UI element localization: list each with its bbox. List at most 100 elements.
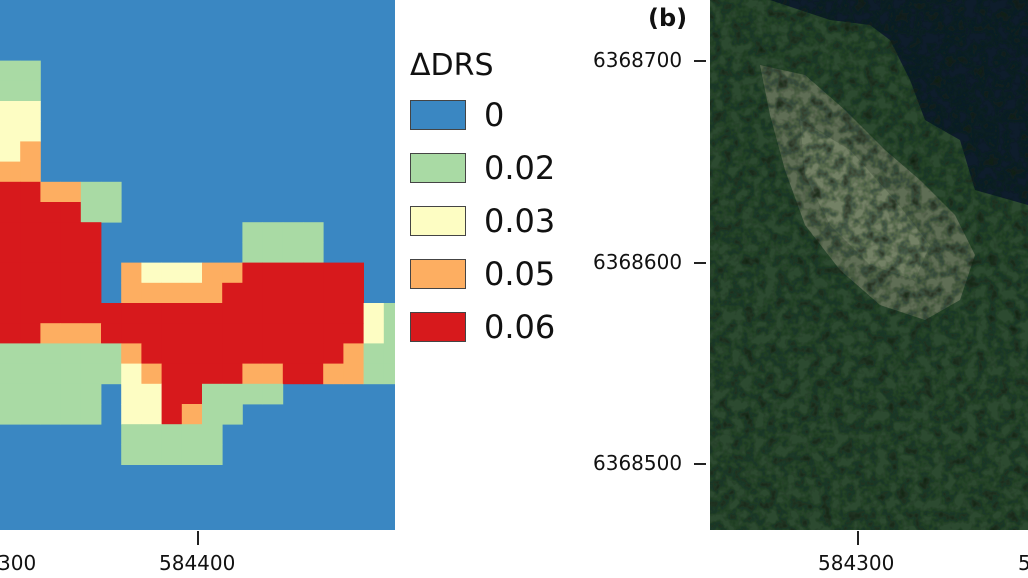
heatmap-cell bbox=[222, 383, 243, 405]
heatmap-cell bbox=[343, 323, 364, 344]
heatmap-cell bbox=[20, 80, 41, 102]
heatmap-cell bbox=[141, 424, 162, 445]
heatmap-cell bbox=[80, 404, 102, 425]
legend-label: 0.05 bbox=[484, 255, 556, 293]
heatmap-cell bbox=[40, 282, 61, 304]
heatmap-cell bbox=[40, 404, 61, 425]
heatmap-cell bbox=[0, 303, 21, 324]
legend-title: ΔDRS bbox=[410, 48, 494, 83]
heatmap-cell bbox=[141, 323, 162, 344]
heatmap-cell bbox=[303, 303, 324, 324]
heatmap-cell bbox=[181, 262, 203, 284]
heatmap-cell bbox=[60, 404, 82, 425]
heatmap-cell bbox=[181, 363, 203, 385]
heatmap-cell bbox=[60, 202, 82, 223]
heatmap-cell bbox=[141, 303, 162, 324]
heatmap-cell bbox=[181, 282, 203, 304]
heatmap-cell bbox=[40, 323, 61, 344]
heatmap-cell bbox=[202, 363, 223, 385]
heatmap-cell bbox=[101, 343, 122, 364]
heatmap-cell bbox=[222, 282, 243, 304]
heatmap-cell bbox=[323, 343, 344, 364]
heatmap-cell bbox=[343, 343, 364, 364]
heatmap-cell bbox=[141, 363, 162, 385]
heatmap-cell bbox=[303, 363, 324, 385]
heatmap-cell bbox=[0, 282, 21, 304]
heatmap-cell bbox=[20, 262, 41, 284]
heatmap-cell bbox=[141, 444, 162, 465]
heatmap-cell bbox=[383, 323, 395, 344]
heatmap-cell bbox=[121, 262, 142, 284]
heatmap-cell bbox=[323, 323, 344, 344]
heatmap-cell bbox=[202, 282, 223, 304]
heatmap-cell bbox=[0, 202, 21, 223]
heatmap-cell bbox=[80, 363, 102, 385]
heatmap-cell bbox=[40, 343, 61, 364]
heatmap-cell bbox=[20, 141, 41, 162]
heatmap-cell bbox=[0, 141, 21, 162]
heatmap-cell bbox=[262, 303, 284, 324]
heatmap-cell bbox=[20, 202, 41, 223]
heatmap-cell bbox=[202, 383, 223, 405]
heatmap-cell bbox=[121, 383, 142, 405]
heatmap-cell bbox=[222, 363, 243, 385]
heatmap-cell bbox=[262, 262, 284, 284]
heatmap-cell bbox=[0, 404, 21, 425]
heatmap-cell bbox=[161, 303, 183, 324]
heatmap-cell bbox=[181, 404, 203, 425]
heatmap-cell bbox=[323, 303, 344, 324]
heatmap-cell bbox=[363, 323, 385, 344]
heatmap-cell bbox=[181, 343, 203, 364]
heatmap-cell bbox=[20, 181, 41, 203]
heatmap-cell bbox=[262, 323, 284, 344]
heatmap-cell bbox=[60, 262, 82, 284]
x-tick-label: 300 bbox=[0, 551, 37, 575]
heatmap-cell bbox=[242, 282, 263, 304]
heatmap-cell bbox=[141, 383, 162, 405]
panel-b-label: (b) bbox=[648, 4, 688, 32]
heatmap-cell bbox=[121, 323, 142, 344]
heatmap-cell bbox=[282, 303, 304, 324]
heatmap-cell bbox=[242, 262, 263, 284]
heatmap-cell bbox=[343, 282, 364, 304]
heatmap-cell bbox=[181, 303, 203, 324]
heatmap-cell bbox=[242, 323, 263, 344]
heatmap-cell bbox=[161, 404, 183, 425]
heatmap-cell bbox=[20, 101, 41, 122]
heatmap-cell bbox=[202, 343, 223, 364]
heatmap-cell bbox=[121, 343, 142, 364]
heatmap-cell bbox=[181, 383, 203, 405]
legend-swatch bbox=[410, 153, 466, 183]
legend-swatch bbox=[410, 100, 466, 130]
heatmap-cell bbox=[383, 363, 395, 385]
heatmap-cell bbox=[282, 343, 304, 364]
heatmap-cell bbox=[303, 262, 324, 284]
heatmap-cell bbox=[40, 262, 61, 284]
heatmap-cell bbox=[141, 343, 162, 364]
heatmap-cell bbox=[161, 262, 183, 284]
heatmap-cell bbox=[323, 363, 344, 385]
heatmap-cell bbox=[262, 282, 284, 304]
heatmap-cell bbox=[303, 242, 324, 263]
heatmap-cell bbox=[80, 181, 102, 203]
y-tick-mark bbox=[694, 463, 706, 465]
x-tick-mark bbox=[197, 531, 199, 545]
heatmap-cell bbox=[60, 181, 82, 203]
heatmap-cell bbox=[141, 262, 162, 284]
heatmap-cell bbox=[80, 343, 102, 364]
heatmap-cell bbox=[20, 303, 41, 324]
heatmap-cell bbox=[60, 383, 82, 405]
heatmap-cell bbox=[121, 282, 142, 304]
heatmap-cell bbox=[161, 343, 183, 364]
heatmap-cell bbox=[202, 424, 223, 445]
heatmap-cell bbox=[363, 363, 385, 385]
heatmap-cell bbox=[242, 242, 263, 263]
heatmap-cell bbox=[303, 222, 324, 243]
heatmap-cell bbox=[202, 444, 223, 465]
heatmap-cell bbox=[0, 101, 21, 122]
heatmap-cell bbox=[60, 242, 82, 263]
heatmap-cell bbox=[101, 363, 122, 385]
heatmap-cell bbox=[303, 282, 324, 304]
heatmap-cell bbox=[20, 323, 41, 344]
heatmap-cell bbox=[121, 303, 142, 324]
